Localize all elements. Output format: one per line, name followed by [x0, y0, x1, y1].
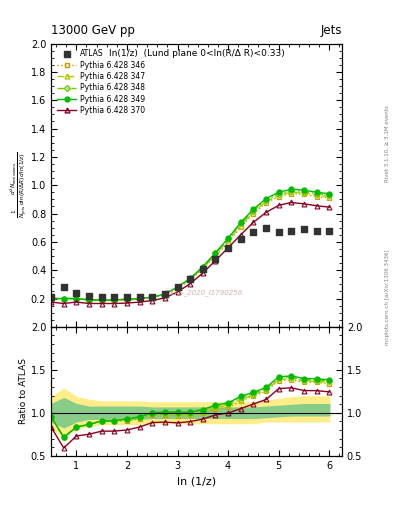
- Text: Rivet 3.1.10, ≥ 3.1M events: Rivet 3.1.10, ≥ 3.1M events: [385, 105, 389, 182]
- X-axis label: ln (1/z): ln (1/z): [177, 476, 216, 486]
- Y-axis label: $\frac{1}{N_{\mathrm{jets}}}\frac{d^2 N_{\mathrm{emissions}}}{d\ln(R/\Delta R)\,: $\frac{1}{N_{\mathrm{jets}}}\frac{d^2 N_…: [9, 152, 29, 218]
- Point: [48, 293, 54, 301]
- Point: [250, 228, 257, 236]
- Point: [326, 226, 332, 234]
- Point: [314, 226, 320, 234]
- Point: [288, 226, 294, 234]
- Point: [200, 265, 206, 273]
- Point: [111, 293, 118, 301]
- Point: [73, 289, 79, 297]
- Point: [162, 290, 168, 298]
- Text: ln(1/z)  (Lund plane 0<ln(R/Δ R)<0.33): ln(1/z) (Lund plane 0<ln(R/Δ R)<0.33): [108, 49, 285, 58]
- Text: mcplots.cern.ch [arXiv:1306.3436]: mcplots.cern.ch [arXiv:1306.3436]: [385, 249, 389, 345]
- Text: 13000 GeV pp: 13000 GeV pp: [51, 24, 135, 37]
- Point: [212, 255, 219, 263]
- Text: Jets: Jets: [320, 24, 342, 37]
- Point: [174, 283, 181, 291]
- Point: [99, 293, 105, 301]
- Point: [225, 243, 231, 251]
- Point: [238, 235, 244, 243]
- Point: [61, 283, 67, 291]
- Point: [263, 224, 269, 232]
- Legend: ATLAS, Pythia 6.428 346, Pythia 6.428 347, Pythia 6.428 348, Pythia 6.428 349, P: ATLAS, Pythia 6.428 346, Pythia 6.428 34…: [54, 47, 148, 118]
- Point: [275, 228, 282, 236]
- Point: [301, 225, 307, 233]
- Point: [136, 293, 143, 301]
- Y-axis label: Ratio to ATLAS: Ratio to ATLAS: [19, 358, 28, 424]
- Text: ATLAS_2020_I1790256: ATLAS_2020_I1790256: [162, 289, 242, 296]
- Point: [187, 274, 193, 283]
- Point: [149, 293, 155, 301]
- Point: [86, 292, 92, 300]
- Point: [124, 293, 130, 301]
